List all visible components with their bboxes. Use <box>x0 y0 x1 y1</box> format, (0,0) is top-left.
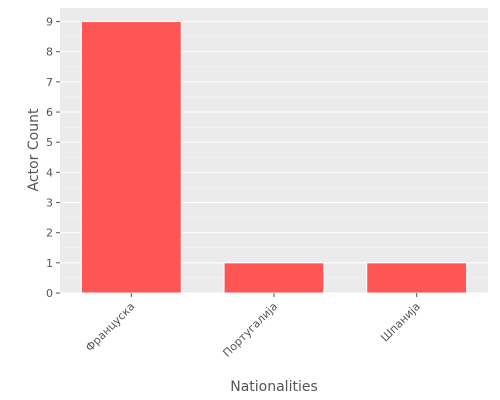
x-axis-title: Nationalities <box>230 379 318 395</box>
bars <box>80 21 468 294</box>
y-tick-label: 0 <box>46 287 53 300</box>
y-tick-label: 4 <box>46 166 53 179</box>
y-tick-label: 2 <box>46 227 53 240</box>
y-axis-title: Actor Count <box>26 108 42 191</box>
y-tick-label: 9 <box>46 16 53 29</box>
y-tick-label: 7 <box>46 76 53 89</box>
y-tick-label: 1 <box>46 257 53 270</box>
x-tick-label: Француска <box>83 300 137 354</box>
y-tick-label: 3 <box>46 197 53 210</box>
y-tick-label: 6 <box>46 106 53 119</box>
y-tick-label: 5 <box>46 136 53 149</box>
bar <box>366 262 468 294</box>
y-axis-ticks: 0 1 2 3 4 5 6 7 8 9 <box>46 16 60 300</box>
x-tick-label: Португалија <box>220 300 280 360</box>
bar <box>223 262 325 294</box>
x-axis-ticks: Француска Португалија Шпанија <box>83 293 423 360</box>
x-tick-label: Шпанија <box>378 300 422 344</box>
y-tick-label: 8 <box>46 46 53 59</box>
bar <box>80 21 182 294</box>
